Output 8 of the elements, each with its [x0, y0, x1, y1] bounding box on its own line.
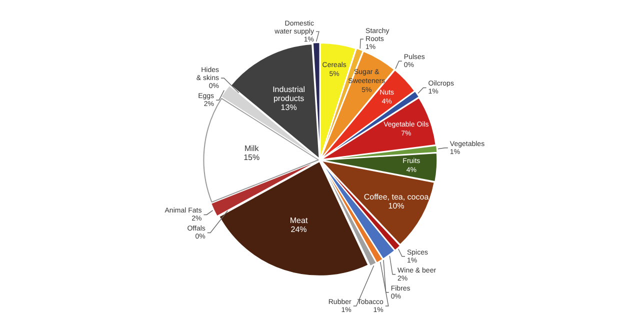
- data-label: 10%: [388, 202, 404, 211]
- slice-label: Meat: [290, 216, 308, 226]
- slice-label: Milk: [244, 144, 260, 154]
- data-label: 13%: [280, 102, 297, 112]
- data-label: 15%: [244, 153, 260, 162]
- slice-label: Industrial products: [272, 84, 306, 103]
- data-label: 24%: [290, 225, 307, 234]
- slice-label: Coffee, tea, cocoa: [364, 192, 430, 202]
